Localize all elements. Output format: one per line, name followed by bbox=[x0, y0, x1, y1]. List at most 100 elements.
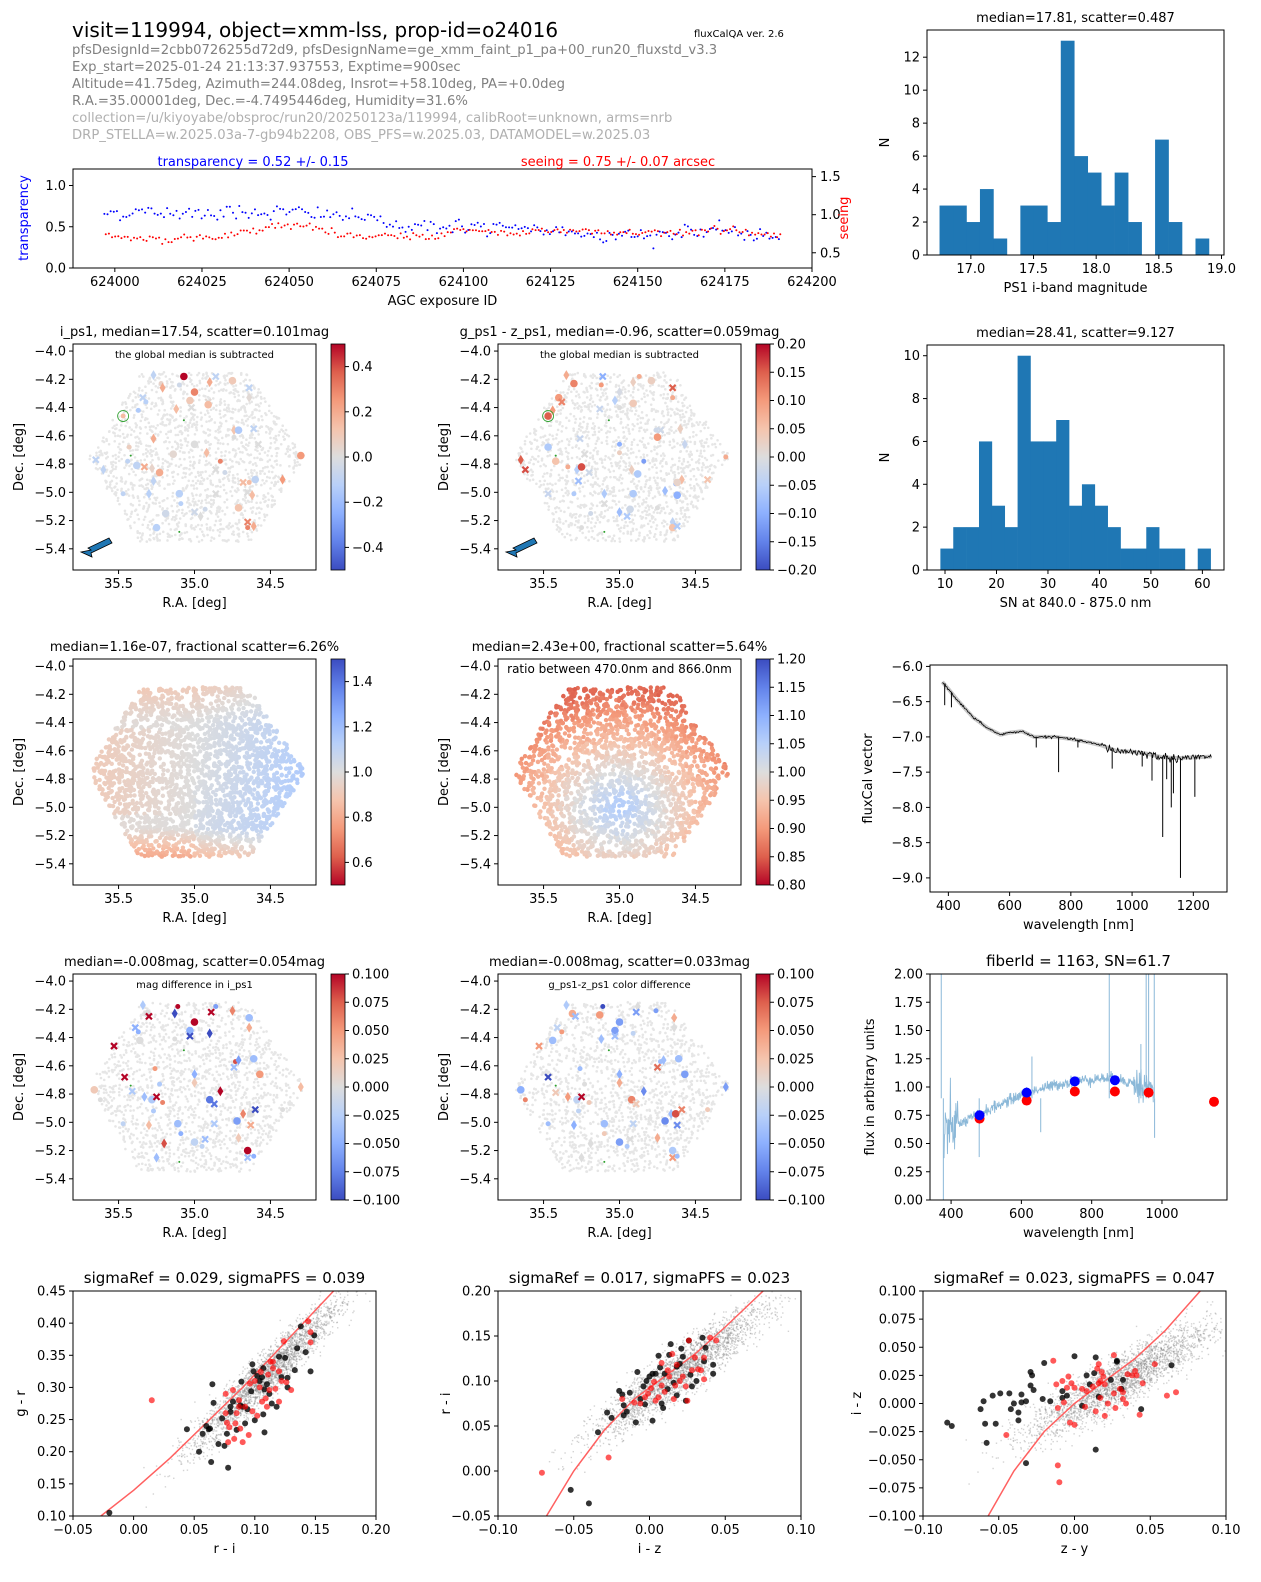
fiber-point bbox=[154, 384, 158, 388]
transparency-point bbox=[410, 228, 413, 231]
fiber-point bbox=[202, 394, 206, 398]
fiber-point bbox=[195, 423, 199, 426]
fiber-point bbox=[213, 436, 217, 439]
fiber-point bbox=[275, 422, 278, 426]
star-marker bbox=[630, 377, 637, 388]
star-marker bbox=[633, 470, 642, 478]
fiber-point bbox=[284, 428, 288, 432]
transparency-point bbox=[523, 225, 526, 228]
fiber-point bbox=[560, 488, 564, 492]
fiber-point bbox=[576, 525, 580, 529]
fiber-point bbox=[237, 461, 240, 464]
transparency-point bbox=[304, 211, 307, 214]
fiber-point bbox=[236, 472, 239, 476]
fiber-point bbox=[664, 387, 667, 391]
fiber-point bbox=[211, 529, 215, 532]
fiber-point bbox=[232, 391, 235, 395]
fiber-point bbox=[187, 451, 191, 454]
transparency-point bbox=[683, 223, 686, 226]
fiber-point bbox=[139, 427, 143, 430]
fiber-point bbox=[216, 447, 220, 450]
star-marker bbox=[190, 440, 199, 449]
chart-title: i_ps1, median=17.54, scatter=0.101mag bbox=[60, 325, 329, 340]
fiber-point bbox=[642, 498, 645, 502]
fiber-point bbox=[624, 495, 628, 498]
fiber-point bbox=[181, 381, 185, 384]
transparency-point bbox=[125, 216, 128, 219]
fiber-point bbox=[232, 511, 236, 515]
fiber-point bbox=[219, 416, 223, 419]
fiber-point bbox=[559, 391, 562, 394]
fiber-point bbox=[264, 400, 267, 403]
fiber-point bbox=[171, 416, 174, 419]
histogram-bar bbox=[1056, 420, 1070, 570]
fiber-point bbox=[583, 481, 586, 484]
fiber-point bbox=[139, 536, 143, 539]
fiber-point bbox=[147, 379, 150, 383]
seeing-point bbox=[703, 229, 706, 232]
fiber-point bbox=[189, 448, 193, 452]
fiber-point bbox=[200, 448, 204, 452]
fiber-point bbox=[655, 446, 659, 449]
fiber-point bbox=[176, 473, 180, 476]
seeing-point bbox=[245, 229, 248, 232]
fiber-point bbox=[195, 384, 199, 387]
fiber-point bbox=[180, 432, 184, 436]
fiber-point bbox=[151, 401, 154, 405]
fiber-point bbox=[96, 446, 100, 449]
fiber-point bbox=[641, 516, 645, 519]
fiber-point bbox=[131, 406, 134, 409]
fiber-point bbox=[571, 479, 574, 482]
fiber-point bbox=[138, 539, 142, 543]
seeing-point bbox=[176, 237, 179, 240]
fiber-point bbox=[612, 485, 616, 489]
fiber-point bbox=[697, 484, 700, 487]
fiber-point bbox=[291, 446, 295, 450]
seeing-point bbox=[308, 222, 311, 225]
fiber-point bbox=[218, 421, 222, 424]
field-point bbox=[137, 752, 142, 758]
fiber-point bbox=[232, 385, 235, 388]
fiber-point bbox=[212, 499, 215, 502]
fiber-point bbox=[154, 426, 158, 430]
fiber-point bbox=[554, 420, 558, 423]
fiber-point bbox=[704, 466, 708, 469]
fiber-point bbox=[225, 433, 228, 437]
transparency-point bbox=[260, 213, 263, 216]
fiber-point bbox=[659, 530, 662, 534]
transparency-point bbox=[649, 234, 652, 237]
fiber-point bbox=[531, 478, 535, 481]
seeing-point bbox=[509, 232, 512, 235]
seeing-point bbox=[434, 237, 437, 240]
fiber-point bbox=[558, 518, 562, 521]
seeing-point bbox=[299, 225, 302, 228]
fiber-point bbox=[690, 417, 693, 421]
star-marker bbox=[155, 468, 164, 477]
fiber-point bbox=[185, 444, 189, 447]
fiber-point bbox=[273, 420, 276, 424]
seeing-point bbox=[603, 232, 606, 235]
fiber-point bbox=[179, 388, 183, 391]
seeing-point bbox=[613, 231, 616, 234]
fiber-point bbox=[663, 374, 667, 377]
fiber-point bbox=[132, 470, 135, 474]
fiber-point bbox=[234, 453, 237, 457]
fiber-point bbox=[171, 482, 175, 485]
fiber-point bbox=[181, 508, 184, 512]
x-tick-label: 35.0 bbox=[605, 577, 634, 592]
fiber-point bbox=[648, 476, 652, 480]
fiber-point bbox=[673, 473, 677, 477]
fiber-point bbox=[216, 441, 220, 445]
star-marker bbox=[234, 426, 243, 434]
histogram-bar bbox=[939, 205, 954, 255]
fiber-point bbox=[622, 436, 625, 440]
fiber-point bbox=[218, 506, 222, 510]
fiber-point bbox=[217, 431, 220, 434]
fiber-point bbox=[650, 437, 654, 440]
axes-frame bbox=[72, 168, 813, 269]
fiber-point bbox=[165, 380, 169, 383]
fiber-point bbox=[161, 506, 164, 510]
fiber-point bbox=[158, 501, 161, 505]
fiber-point bbox=[648, 491, 651, 495]
fiber-point bbox=[145, 540, 149, 543]
